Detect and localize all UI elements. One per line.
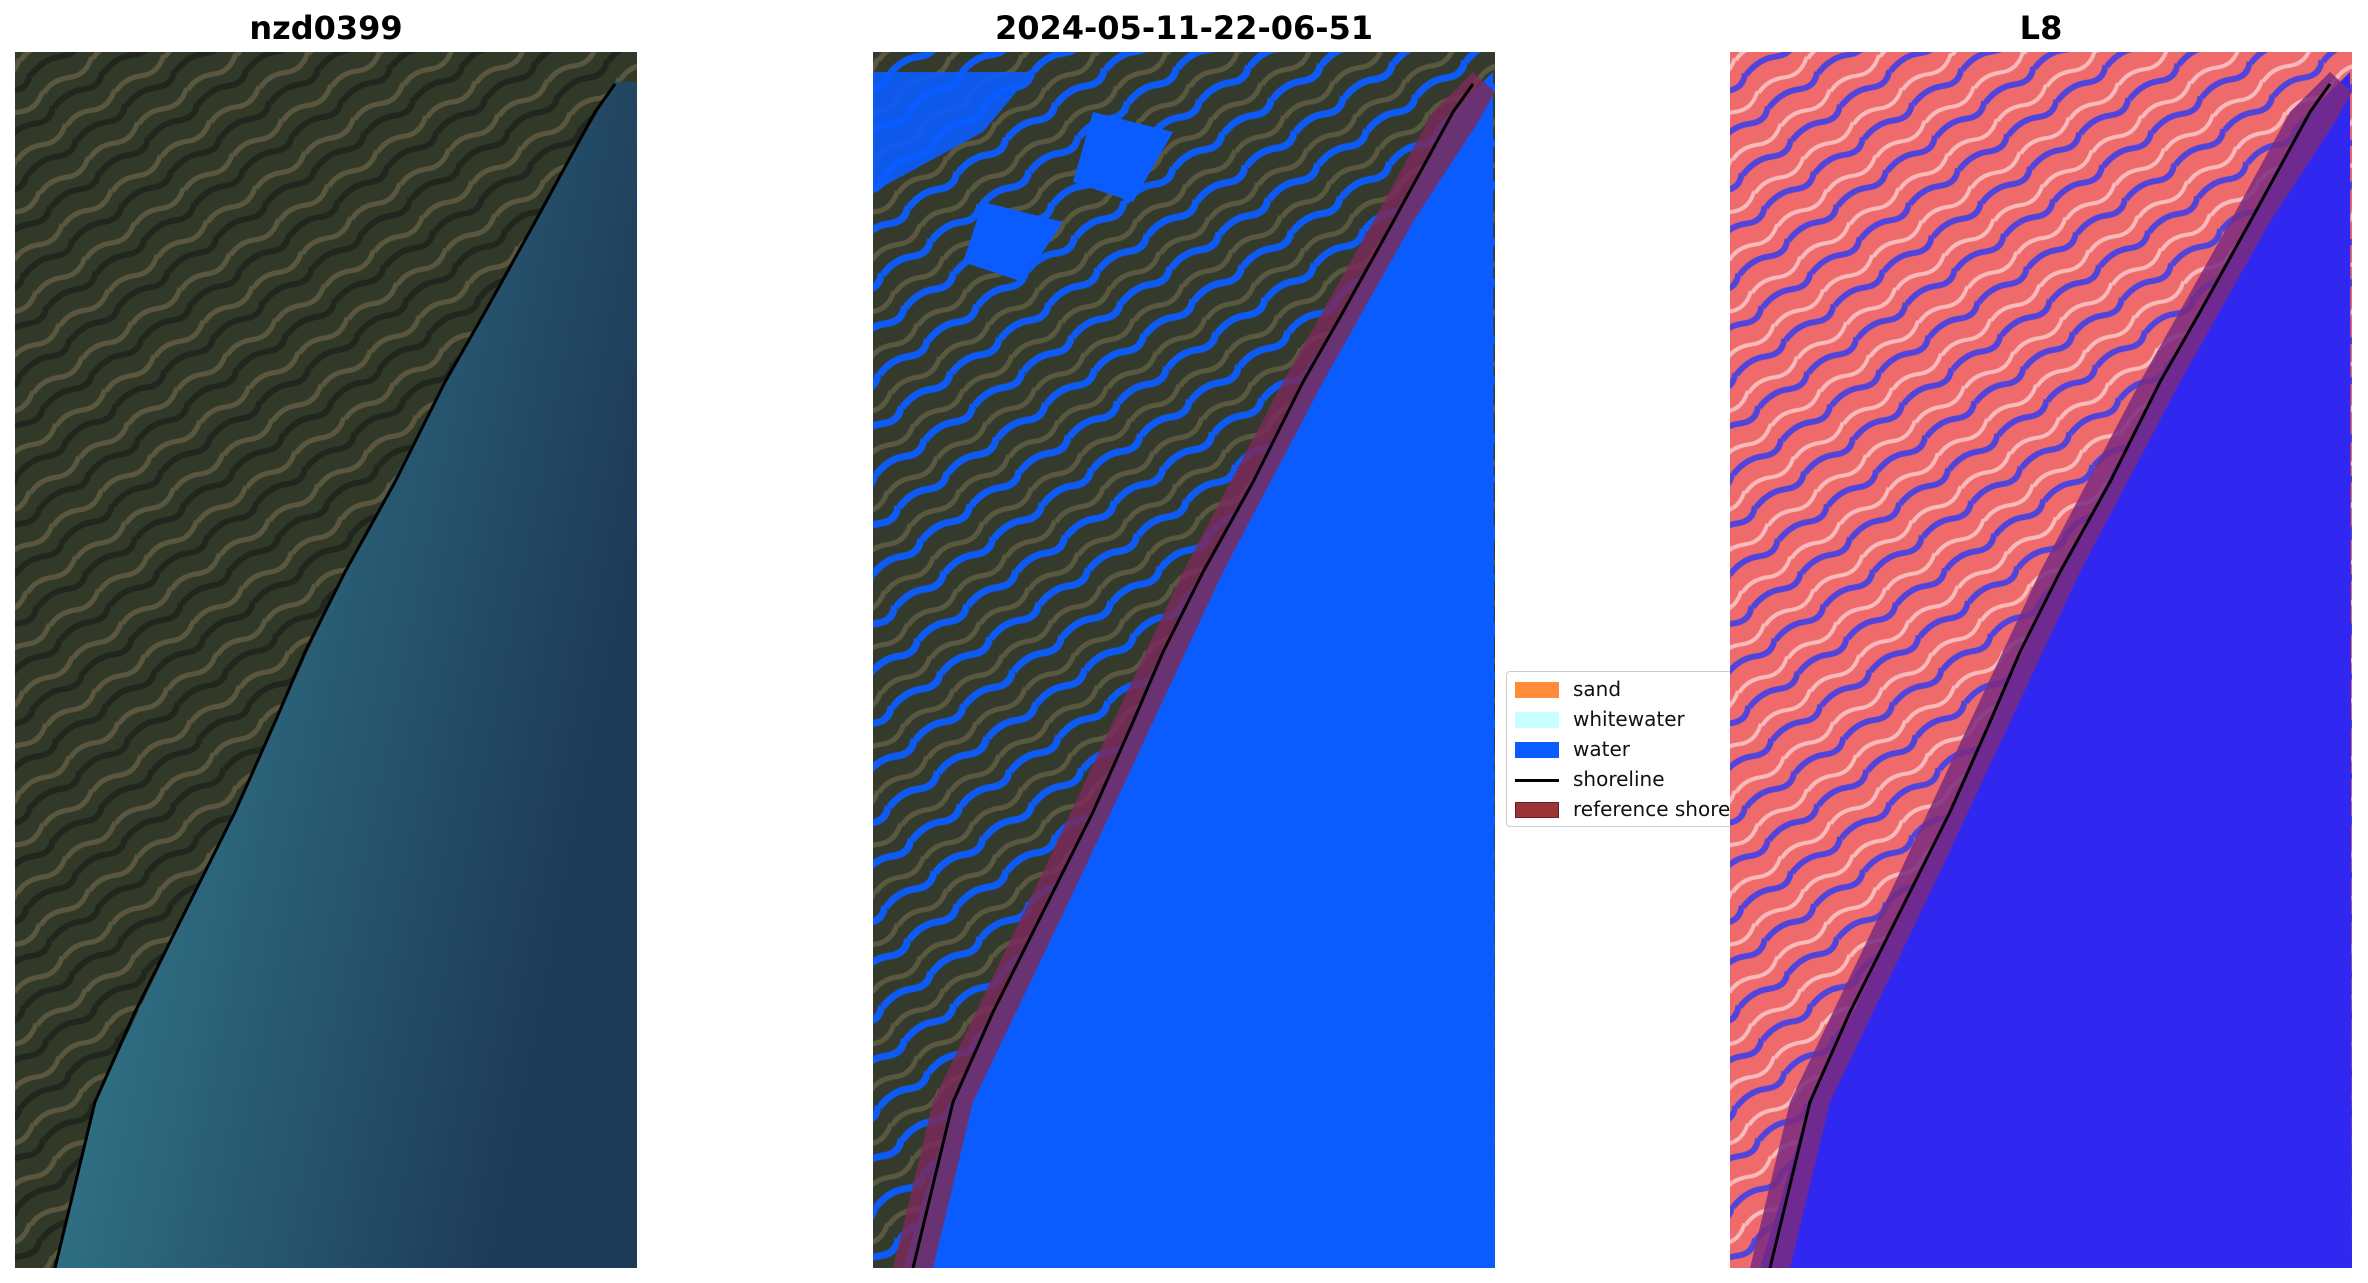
whitewater-swatch: [1515, 712, 1559, 728]
reference-shoreline-swatch: [1515, 802, 1559, 818]
water-swatch: [1515, 742, 1559, 758]
legend-item-water: water: [1507, 734, 1741, 764]
shoreline-line: [53, 83, 617, 1268]
legend: sand whitewater water shoreline referenc…: [1506, 671, 1742, 827]
shoreline-line-swatch: [1515, 779, 1559, 782]
classified-image: [873, 52, 1495, 1268]
rgb-satellite-image: [15, 52, 637, 1268]
sand-swatch: [1515, 682, 1559, 698]
l8-index-image: [1730, 52, 2352, 1268]
reference-shoreline-buffer: [893, 72, 1495, 1268]
legend-label: sand: [1573, 677, 1622, 701]
reference-shoreline-buffer: [1750, 72, 2352, 1268]
rgb-image-panel: [15, 52, 637, 1268]
shoreline-line: [911, 83, 1475, 1268]
panel-title-2: 2024-05-11-22-06-51: [994, 9, 1374, 47]
legend-label: reference shoreline buffer: [1573, 797, 1741, 821]
legend-item-reference-shoreline: reference shoreline buffer: [1507, 794, 1741, 824]
legend-label: whitewater: [1573, 707, 1685, 731]
panel-title-3: L8: [2019, 9, 2063, 47]
legend-label: water: [1573, 737, 1630, 761]
classified-image-panel: [873, 52, 1495, 1268]
panel-title-1: nzd0399: [249, 9, 403, 47]
legend-item-whitewater: whitewater: [1507, 704, 1741, 734]
shoreline-line: [1768, 83, 2332, 1268]
index-image-panel: [1730, 52, 2352, 1268]
legend-item-sand: sand: [1507, 674, 1741, 704]
legend-label: shoreline: [1573, 767, 1665, 791]
legend-item-shoreline: shoreline: [1507, 764, 1741, 794]
